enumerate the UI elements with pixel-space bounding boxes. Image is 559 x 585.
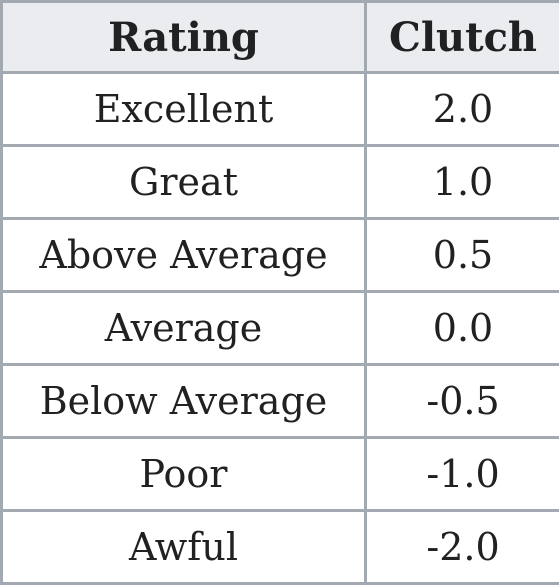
table-row: Excellent 2.0 <box>2 73 559 146</box>
clutch-cell: 2.0 <box>366 73 559 146</box>
clutch-cell: 1.0 <box>366 146 559 219</box>
clutch-cell: 0.0 <box>366 292 559 365</box>
rating-cell: Poor <box>2 438 366 511</box>
table-row: Below Average -0.5 <box>2 365 559 438</box>
clutch-cell: -2.0 <box>366 511 559 584</box>
table-row: Average 0.0 <box>2 292 559 365</box>
table-row: Awful -2.0 <box>2 511 559 584</box>
rating-cell: Excellent <box>2 73 366 146</box>
table-row: Above Average 0.5 <box>2 219 559 292</box>
clutch-cell: 0.5 <box>366 219 559 292</box>
rating-cell: Below Average <box>2 365 366 438</box>
table-row: Great 1.0 <box>2 146 559 219</box>
rating-cell: Above Average <box>2 219 366 292</box>
rating-cell: Great <box>2 146 366 219</box>
table-header-row: Rating Clutch <box>2 2 559 73</box>
header-rating[interactable]: Rating <box>2 2 366 73</box>
rating-cell: Average <box>2 292 366 365</box>
table-row: Poor -1.0 <box>2 438 559 511</box>
clutch-cell: -1.0 <box>366 438 559 511</box>
rating-cell: Awful <box>2 511 366 584</box>
header-clutch[interactable]: Clutch <box>366 2 559 73</box>
clutch-cell: -0.5 <box>366 365 559 438</box>
